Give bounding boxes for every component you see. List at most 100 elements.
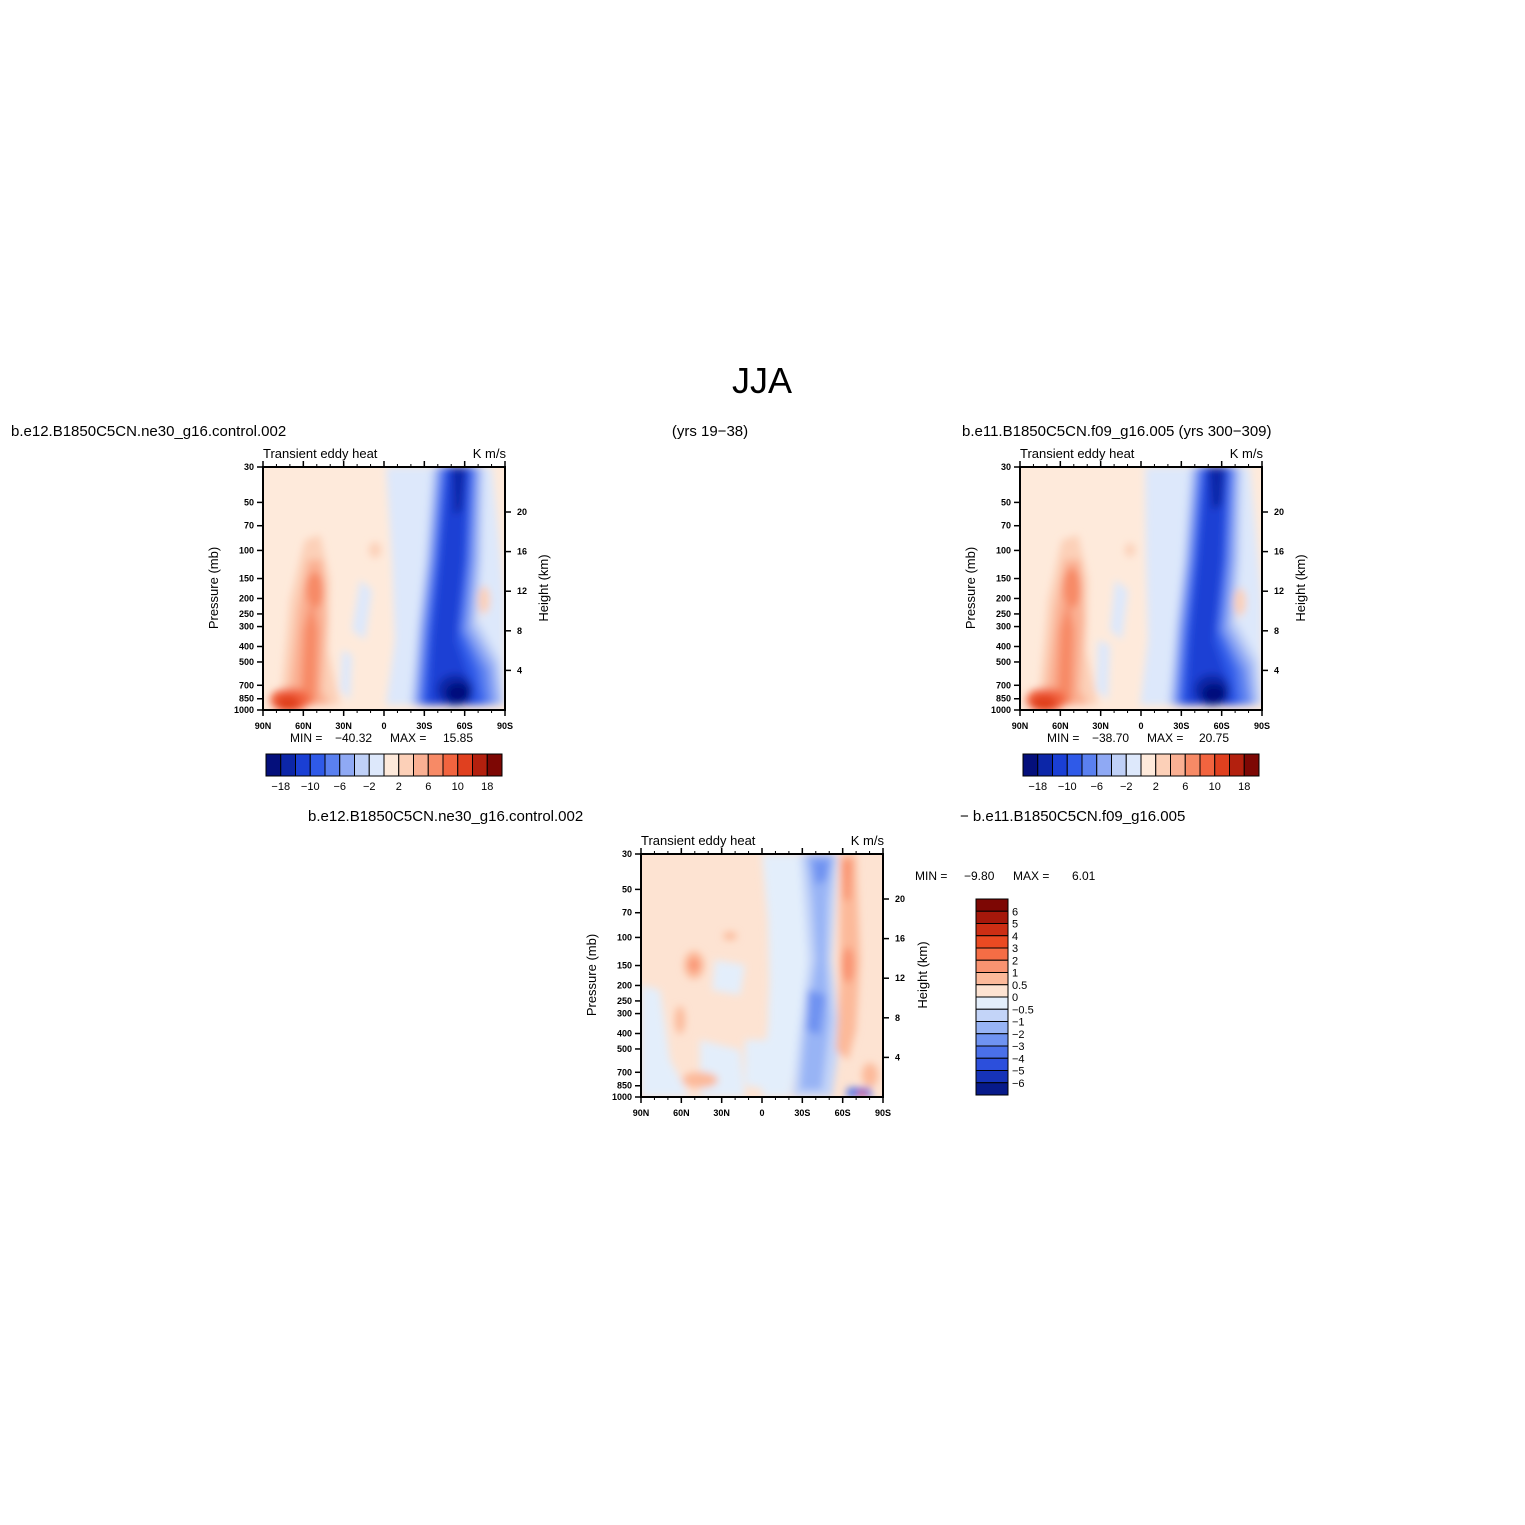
colorbar-swatch — [975, 1033, 1009, 1047]
colorbar-label: 6 — [1012, 906, 1018, 918]
colorbar-swatch — [280, 753, 296, 777]
x-tick-label: 30N — [335, 721, 352, 731]
height-tick-label: 20 — [895, 894, 905, 904]
x-tick-label: 90N — [633, 1108, 650, 1118]
colorbar-swatch — [339, 753, 355, 777]
colorbar-swatch — [442, 753, 459, 777]
colorbar-label: −6 — [1012, 1078, 1025, 1090]
panel2-caption: b.e11.B1850C5CN.f09_g16.005 (yrs 300−309… — [962, 423, 1272, 440]
panel1-max-label: MAX = — [390, 731, 426, 745]
colorbar-swatch — [398, 753, 414, 777]
x-tick-label: 30S — [1173, 721, 1189, 731]
y-tick-label: 50 — [244, 497, 254, 507]
colorbar-label: −2 — [363, 781, 376, 793]
height-tick-label: 12 — [517, 586, 527, 596]
colorbar-label: 6 — [425, 781, 431, 793]
colorbar-label: −2 — [1120, 781, 1133, 793]
colorbar-swatch — [354, 753, 370, 777]
colorbar-label: −2 — [1012, 1029, 1025, 1041]
colorbar-swatch — [975, 1045, 1009, 1059]
panel1-min-label: MIN = — [290, 731, 322, 745]
y-tick-label: 250 — [239, 609, 254, 619]
y-tick-label: 300 — [239, 622, 254, 632]
x-tick-label: 60S — [1214, 721, 1230, 731]
x-tick-label: 0 — [1138, 721, 1143, 731]
panel2-min-value: −38.70 — [1092, 731, 1129, 745]
years-caption: (yrs 19−38) — [672, 423, 748, 440]
colorbar-swatch — [1184, 753, 1201, 777]
y-tick-label: 100 — [239, 545, 254, 555]
colorbar-swatch — [265, 753, 282, 777]
colorbar-swatch — [975, 972, 1009, 986]
colorbar-label: −0.5 — [1012, 1004, 1034, 1016]
colorbar-label: −6 — [333, 781, 346, 793]
colorbar-swatch — [975, 1008, 1009, 1022]
colorbar-swatch — [975, 947, 1009, 961]
panel2-max-label: MAX = — [1147, 731, 1183, 745]
panel3-max-label: MAX = — [1013, 869, 1049, 883]
colorbar-label: 1 — [1012, 968, 1018, 980]
diff-caption-right: − b.e11.B1850C5CN.f09_g16.005 — [960, 808, 1185, 825]
y-tick-label: 700 — [996, 680, 1011, 690]
height-tick-label: 8 — [895, 1013, 900, 1023]
colorbar-swatch — [1111, 753, 1127, 777]
y-tick-label: 50 — [622, 884, 632, 894]
panel-case: Transient eddy heat K m/s — [963, 446, 1308, 793]
y-tick-label: 150 — [996, 574, 1011, 584]
x-tick-label: 60S — [835, 1108, 851, 1118]
panel3-title: Transient eddy heat — [641, 833, 756, 848]
y-tick-label: 850 — [239, 694, 254, 704]
y-tick-label: 150 — [617, 961, 632, 971]
panel3-field — [641, 854, 883, 1097]
colorbar-label: 0.5 — [1012, 980, 1027, 992]
y-tick-label: 850 — [996, 694, 1011, 704]
height-tick-label: 8 — [1274, 626, 1279, 636]
colorbar-swatch — [1214, 753, 1230, 777]
colorbar-swatch — [1066, 753, 1083, 777]
panel1-caption: b.e12.B1850C5CN.ne30_g16.control.002 — [11, 423, 286, 440]
colorbar-swatch — [975, 1021, 1009, 1035]
colorbar-swatch — [975, 935, 1009, 949]
y-tick-label: 300 — [617, 1009, 632, 1019]
colorbar-label: −10 — [1058, 781, 1077, 793]
panel1-title: Transient eddy heat — [263, 446, 378, 461]
colorbar-swatch — [1140, 753, 1157, 777]
colorbar-swatch — [368, 753, 385, 777]
panel2-field — [1020, 467, 1262, 710]
panel2-min-label: MIN = — [1047, 731, 1079, 745]
colorbar-label: 10 — [1209, 781, 1221, 793]
panel3-min-value: −9.80 — [964, 869, 995, 883]
colorbar-swatch — [1155, 753, 1171, 777]
x-tick-label: 90S — [1254, 721, 1270, 731]
y-tick-label: 400 — [996, 642, 1011, 652]
panel2-ylabel-right: Height (km) — [1293, 554, 1308, 621]
height-tick-label: 16 — [1274, 547, 1284, 557]
panel1-field — [263, 467, 505, 710]
colorbar-swatch — [1125, 753, 1142, 777]
height-tick-label: 16 — [517, 547, 527, 557]
y-tick-label: 1000 — [991, 705, 1011, 715]
colorbar-label: −6 — [1090, 781, 1103, 793]
colorbar-label: −18 — [1028, 781, 1047, 793]
colorbar-swatch — [975, 984, 1009, 998]
colorbar-label: 10 — [452, 781, 464, 793]
x-tick-label: 0 — [381, 721, 386, 731]
colorbar-label: −1 — [1012, 1017, 1025, 1029]
colorbar-label: 18 — [1238, 781, 1250, 793]
height-tick-label: 16 — [895, 934, 905, 944]
panel1-max-value: 15.85 — [443, 731, 473, 745]
x-tick-label: 60N — [673, 1108, 690, 1118]
panel1-units: K m/s — [473, 446, 507, 461]
colorbar-swatch — [1037, 753, 1053, 777]
colorbar-label: 2 — [1153, 781, 1159, 793]
colorbar-swatch — [1081, 753, 1098, 777]
panel3-max-value: 6.01 — [1072, 869, 1096, 883]
height-tick-label: 12 — [1274, 586, 1284, 596]
x-tick-label: 90N — [1012, 721, 1029, 731]
x-tick-label: 90N — [255, 721, 272, 731]
panel-control: Transient eddy heat K m/s — [206, 446, 551, 793]
colorbar-swatch — [1022, 753, 1039, 777]
y-tick-label: 500 — [617, 1044, 632, 1054]
colorbar-label: 0 — [1012, 992, 1018, 1004]
colorbar-swatch — [472, 753, 488, 777]
